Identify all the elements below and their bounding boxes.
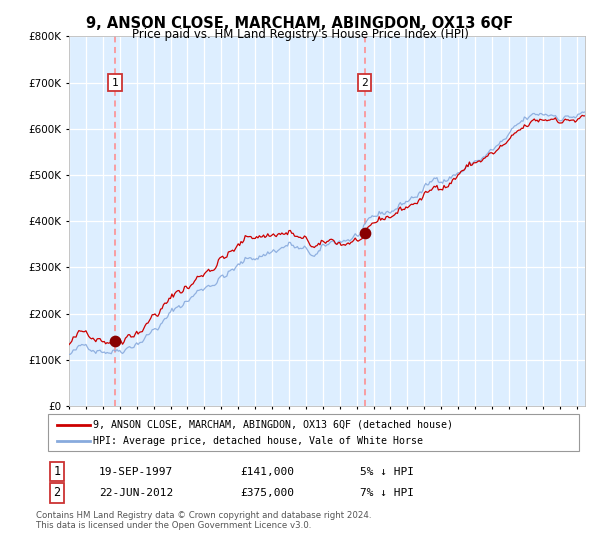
Text: 2: 2	[361, 78, 368, 87]
Text: 1: 1	[112, 78, 118, 87]
Point	[110, 337, 120, 346]
Text: 5% ↓ HPI: 5% ↓ HPI	[360, 466, 414, 477]
Point	[360, 228, 370, 237]
Text: 9, ANSON CLOSE, MARCHAM, ABINGDON, OX13 6QF (detached house): 9, ANSON CLOSE, MARCHAM, ABINGDON, OX13 …	[93, 419, 453, 430]
Text: 2: 2	[53, 486, 61, 500]
Text: 9, ANSON CLOSE, MARCHAM, ABINGDON, OX13 6QF: 9, ANSON CLOSE, MARCHAM, ABINGDON, OX13 …	[86, 16, 514, 31]
Text: 22-JUN-2012: 22-JUN-2012	[99, 488, 173, 498]
Text: £141,000: £141,000	[240, 466, 294, 477]
Text: £375,000: £375,000	[240, 488, 294, 498]
Text: Price paid vs. HM Land Registry's House Price Index (HPI): Price paid vs. HM Land Registry's House …	[131, 28, 469, 41]
Text: 1: 1	[53, 465, 61, 478]
Text: 19-SEP-1997: 19-SEP-1997	[99, 466, 173, 477]
Text: HPI: Average price, detached house, Vale of White Horse: HPI: Average price, detached house, Vale…	[93, 436, 423, 446]
Text: 7% ↓ HPI: 7% ↓ HPI	[360, 488, 414, 498]
Text: Contains HM Land Registry data © Crown copyright and database right 2024.
This d: Contains HM Land Registry data © Crown c…	[36, 511, 371, 530]
